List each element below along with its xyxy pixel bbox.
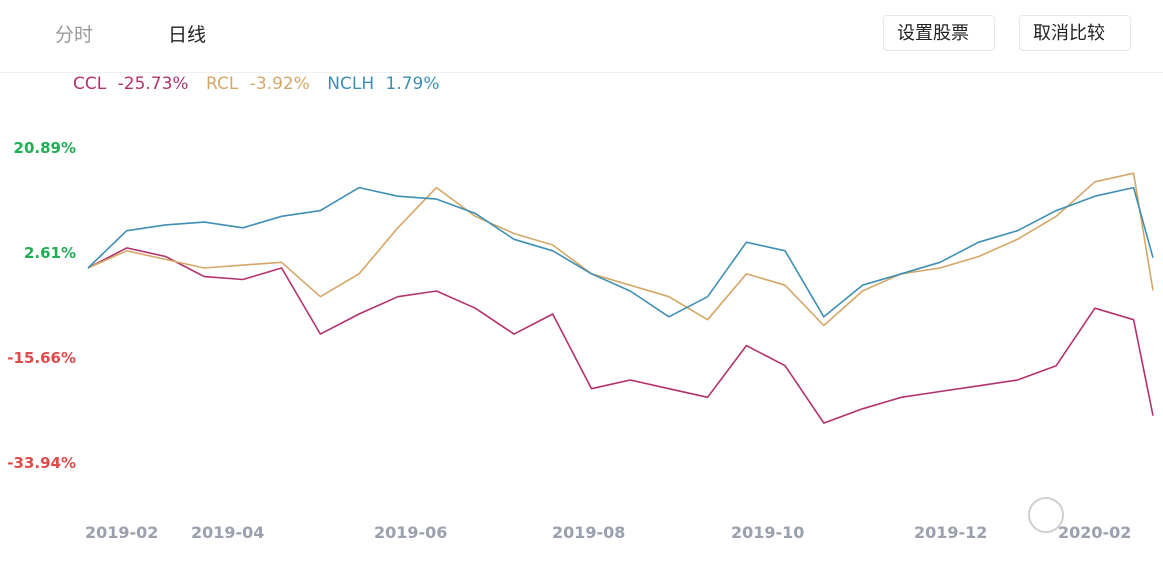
series-line-ccl: [87, 247, 1154, 424]
x-tick-label: 2019-10: [731, 523, 805, 542]
y-tick-label: -33.94%: [7, 454, 76, 472]
series-line-rcl: [87, 172, 1154, 327]
legend-nclh: NCLH 1.79%: [327, 74, 440, 94]
header-divider: [0, 72, 1163, 73]
series-line-nclh: [87, 186, 1154, 318]
x-tick-label: 2019-02: [85, 523, 159, 542]
x-tick-label: 2019-06: [374, 523, 448, 542]
y-tick-label: 2.61%: [23, 244, 76, 262]
x-tick-label: 2019-04: [191, 523, 265, 542]
tab-fenshi[interactable]: 分时: [55, 24, 94, 46]
x-tick-label: 2020-02: [1058, 523, 1132, 542]
watermark-logo-icon: [1028, 497, 1064, 533]
cancel-compare-button[interactable]: 取消比较: [1019, 15, 1131, 51]
legend-ccl: CCL -25.73%: [73, 74, 189, 94]
x-tick-label: 2019-12: [914, 523, 988, 542]
chart-legend: CCL -25.73% RCL -3.92% NCLH 1.79%: [73, 74, 452, 94]
y-tick-label: -15.66%: [7, 349, 76, 367]
x-tick-label: 2019-08: [552, 523, 626, 542]
set-stock-button[interactable]: 设置股票: [883, 15, 995, 51]
y-tick-label: 20.89%: [13, 139, 76, 157]
tab-rixian[interactable]: 日线: [168, 24, 207, 46]
legend-rcl: RCL -3.92%: [206, 74, 310, 94]
